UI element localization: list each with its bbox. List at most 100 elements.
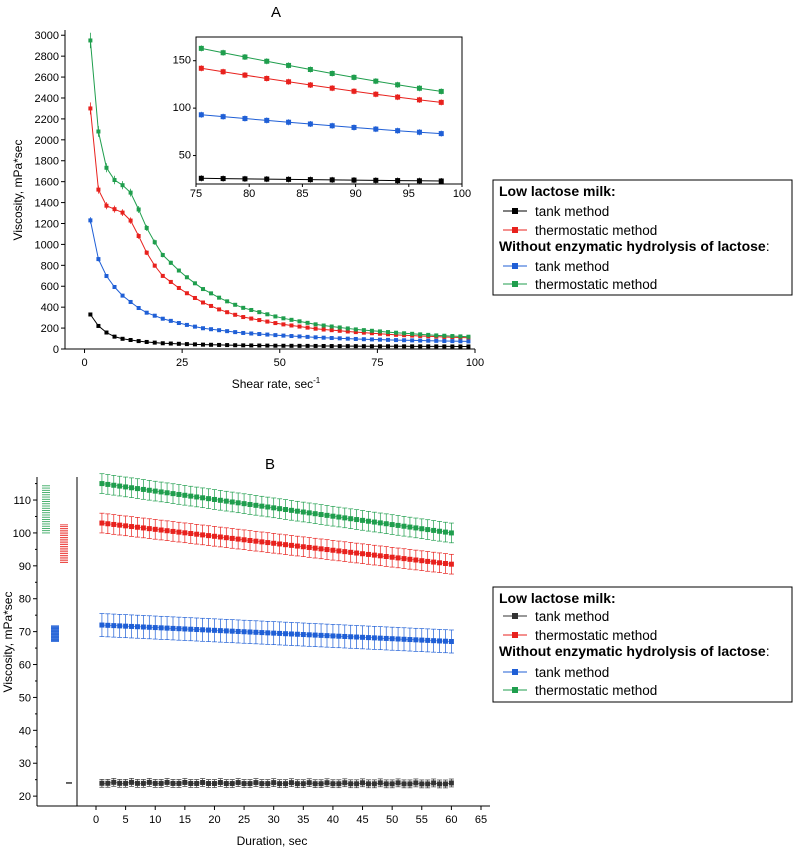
chart-b: B Viscosity, mPa*sec Duration, sec 0 5 10 1… — [1, 456, 793, 848]
chart-b-data-point — [259, 539, 265, 545]
chart-a-data-point — [466, 334, 471, 339]
chart-a-inset-data-point — [307, 177, 313, 183]
chart-a-data-point — [305, 320, 310, 325]
chart-b-data-point — [164, 625, 170, 631]
chart-b-data-point — [377, 635, 383, 641]
chart-a-data-point — [184, 342, 189, 347]
chart-a-data-point — [297, 319, 302, 324]
chart-b-data-point — [448, 639, 454, 644]
chart-b-data-point — [176, 626, 182, 632]
chart-b-data-point — [425, 637, 431, 643]
chart-a-data-point — [353, 336, 358, 341]
chart-a-data-point — [144, 339, 149, 344]
chart-a-ytick-label: 2800 — [35, 51, 59, 63]
chart-a-inset-data-point — [264, 176, 270, 182]
chart-a-data-point — [402, 338, 407, 343]
chart-a-data-point — [192, 324, 197, 329]
chart-a-data-point — [410, 338, 415, 343]
chart-a-data-point — [217, 342, 222, 347]
chart-a-data-point — [345, 336, 350, 341]
chart-a-data-point — [369, 331, 374, 336]
chart-b-data-point — [354, 517, 360, 523]
chart-b-data-point — [271, 505, 277, 511]
chart-b-data-point — [211, 781, 217, 787]
chart-b-data-point — [283, 507, 289, 513]
chart-a-data-point — [297, 343, 302, 348]
chart-b-data-point — [176, 491, 182, 497]
chart-b-data-point — [134, 486, 140, 492]
chart-a-inset-data-point — [264, 75, 270, 81]
chart-b-data-point — [377, 520, 383, 526]
chart-a-data-point — [104, 330, 109, 335]
chart-b-data-point — [182, 530, 188, 536]
chart-b-data-point — [194, 627, 200, 633]
chart-b-data-point — [383, 781, 389, 787]
chart-a-data-point — [394, 332, 399, 337]
chart-a-inset-data-point — [438, 88, 444, 94]
chart-a-legend-heading-without: Without enzymatic hydrolysis of lactose: — [499, 238, 770, 254]
chart-a-data-point — [289, 317, 294, 322]
chart-b-legend-item-3: thermostatic method — [535, 683, 657, 698]
chart-b-xtick-label: 0 — [93, 814, 99, 826]
chart-a-data-point — [249, 331, 254, 336]
chart-a-data-point — [289, 323, 294, 328]
chart-b-data-point — [389, 522, 395, 528]
chart-a-inset-data-point — [395, 178, 401, 184]
chart-b-data-point — [211, 627, 217, 633]
chart-a-data-point — [305, 325, 310, 330]
chart-a-inset-line-1 — [201, 67, 442, 103]
chart-b-data-point — [306, 510, 312, 516]
chart-a-data-point — [112, 207, 117, 212]
chart-b-data-point — [188, 626, 194, 632]
chart-a-data-point — [321, 323, 326, 328]
chart-b-data-point — [123, 523, 129, 529]
chart-a-data-point — [361, 337, 366, 342]
chart-b-xtick-label: 5 — [123, 814, 129, 826]
chart-a-inset-line-2 — [201, 114, 442, 135]
chart-b-data-point — [383, 521, 389, 527]
chart-a-data-point — [265, 343, 270, 348]
chart-b-data-point — [211, 496, 217, 502]
chart-b-data-point — [342, 780, 348, 786]
chart-a-data-point — [257, 332, 262, 337]
chart-a-data-point — [386, 330, 391, 335]
chart-b-data-point — [413, 525, 419, 531]
chart-b-data-point — [229, 535, 235, 541]
chart-a-data-point — [426, 338, 431, 343]
chart-b-data-point — [312, 632, 318, 638]
chart-b-data-point — [200, 627, 206, 633]
chart-b-data-point — [253, 538, 259, 544]
chart-b-data-point — [371, 519, 377, 525]
chart-a-data-point — [104, 203, 109, 208]
chart-a-legend-marker-1 — [512, 227, 518, 233]
chart-a-inset-data-point — [286, 176, 292, 182]
chart-a-ytick-label: 1000 — [35, 239, 59, 251]
chart-a-data-point — [329, 328, 334, 333]
chart-b-data-point — [229, 628, 235, 634]
chart-b-data-point — [395, 780, 401, 786]
chart-a-data-point — [426, 332, 431, 337]
chart-b-data-point — [431, 638, 437, 644]
chart-b-legend: Low lactose milk: tank method thermostat… — [492, 586, 793, 703]
chart-a-inset-data-point — [395, 94, 401, 100]
chart-a-data-point — [200, 326, 205, 331]
chart-b-ytick-label: 80 — [19, 594, 31, 606]
chart-a-data-point — [160, 253, 165, 258]
chart-a-data-point — [88, 106, 93, 111]
chart-a-data-point — [176, 321, 181, 326]
chart-b-data-point — [247, 629, 253, 635]
chart-a-inset-data-point — [220, 176, 226, 182]
chart-b-data-point — [431, 527, 437, 533]
chart-b-data-point — [277, 630, 283, 636]
chart-a-data-point — [168, 318, 173, 323]
chart-b-data-point — [300, 781, 306, 787]
chart-a-data-point — [265, 319, 270, 324]
chart-b-data-point — [170, 625, 176, 631]
chart-a-data-point — [168, 279, 173, 284]
chart-a-data-point — [337, 336, 342, 341]
chart-b-data-point — [152, 526, 158, 532]
chart-a-data-point — [176, 341, 181, 346]
chart-b-data-point — [401, 556, 407, 562]
chart-b-data-point — [442, 560, 448, 566]
chart-a-data-point — [249, 343, 254, 348]
